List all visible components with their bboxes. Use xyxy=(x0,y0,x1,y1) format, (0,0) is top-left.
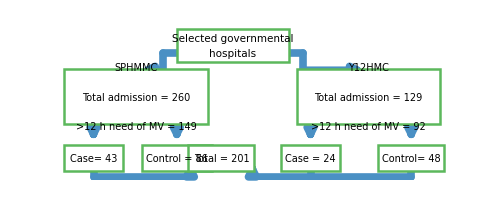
FancyBboxPatch shape xyxy=(64,145,122,171)
Text: Selected governmental
hospitals: Selected governmental hospitals xyxy=(172,34,294,58)
Text: Total = 201: Total = 201 xyxy=(194,153,249,163)
FancyBboxPatch shape xyxy=(177,30,289,62)
FancyBboxPatch shape xyxy=(188,145,254,171)
Text: Control = 86: Control = 86 xyxy=(146,153,208,163)
FancyBboxPatch shape xyxy=(282,145,340,171)
Text: Case= 43: Case= 43 xyxy=(70,153,117,163)
FancyBboxPatch shape xyxy=(142,145,212,171)
Text: Case = 24: Case = 24 xyxy=(285,153,336,163)
Text: Y12HMC

Total admission = 129

>12 h need of MV = 92: Y12HMC Total admission = 129 >12 h need … xyxy=(311,63,426,132)
FancyBboxPatch shape xyxy=(378,145,444,171)
FancyBboxPatch shape xyxy=(64,70,208,125)
FancyBboxPatch shape xyxy=(297,70,440,125)
Text: SPHMMC

Total admission = 260

>12 h need of MV = 149: SPHMMC Total admission = 260 >12 h need … xyxy=(76,63,196,132)
Text: Control= 48: Control= 48 xyxy=(382,153,440,163)
